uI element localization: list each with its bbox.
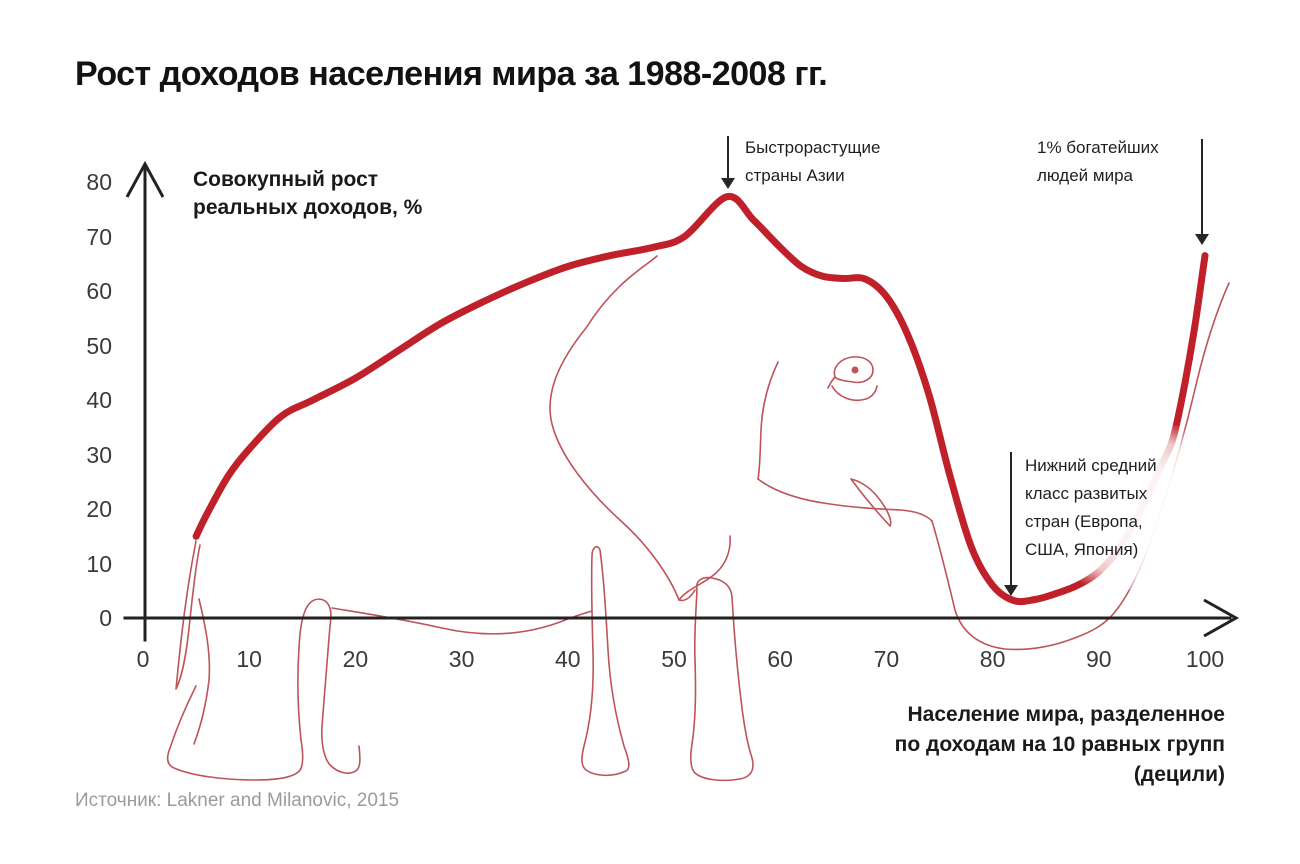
x-tick-label-30: 30 [448,646,475,672]
y-tick-label-40: 40 [86,387,112,413]
x-axis-arrowhead-icon [1203,598,1240,638]
x-tick-label-90: 90 [1086,646,1112,672]
x-axis-caption-line2: по доходам на 10 равных групп [894,733,1225,756]
x-axis-caption: Население мира, разделенное по доходам н… [725,700,1225,790]
annotation-asia-line2: страны Азии [745,166,845,185]
x-tick-label-80: 80 [979,646,1006,672]
axes [123,160,1240,642]
annotation-middle-class: Нижний средний класс развитых стран (Евр… [1025,452,1157,564]
y-tick-label-0: 0 [99,605,112,631]
y-axis-label-line1: Совокупный рост [193,168,379,191]
annotation-asia-line1: Быстрорастущие [745,138,881,157]
x-tick-label-40: 40 [555,646,581,672]
annotation-middle-line2: класс развитых [1025,484,1148,503]
annotation-richest-line2: людей мира [1037,166,1133,185]
y-tick-label-70: 70 [86,223,112,250]
elephant-ear [549,327,731,601]
y-tick-label-20: 20 [86,496,112,522]
x-tick-label-100: 100 [1185,646,1225,672]
elephant-ear-top-line [585,255,658,329]
x-tick-label-50: 50 [661,646,687,672]
x-tick-label-10: 10 [236,646,262,672]
x-axis-caption-line1: Население мира, разделенное [907,703,1225,726]
annotation-middle-line4: США, Япония) [1025,540,1139,559]
y-axis-label-line2: реальных доходов, % [193,196,423,219]
x-tick-label-60: 60 [767,646,793,672]
annotation-asia: Быстрорастущие страны Азии [745,134,880,190]
x-tick-label-20: 20 [342,646,369,672]
annotation-middle-line1: Нижний средний [1025,456,1157,475]
elephant-eye-outline [827,356,874,389]
elephant-hind-leg-near [166,598,304,781]
rich-annotation-arrow-icon [1201,139,1203,236]
source-note: Источник: Lakner and Milanovic, 2015 [75,790,400,811]
x-tick-label-70: 70 [873,646,900,672]
elephant-eye-pupil [851,366,859,374]
elephant-jaw-line [757,478,933,522]
y-tick-label-60: 60 [86,278,112,304]
y-axis-label: Совокупный рост реальных доходов, % [193,166,422,222]
elephant-hind-leg-far [297,598,361,774]
elephant-trunk-line [931,282,1230,651]
elephant-eye-lid [831,385,878,402]
elephant-chest-line [678,589,696,602]
elephant-tail [175,540,201,690]
middle-class-annotation-arrow-icon [1010,452,1012,587]
y-tick-label-10: 10 [86,550,112,577]
x-tick-label-0: 0 [136,646,150,672]
x-axis-caption-line3: (децили) [1133,763,1225,786]
y-tick-label-50: 50 [86,332,112,359]
elephant-face-line [757,361,779,480]
y-tick-label-80: 80 [86,169,112,195]
chart-title: Рост доходов населения мира за 1988-2008… [75,55,828,93]
elephant-belly-line [331,607,593,635]
y-tick-label-30: 30 [86,441,112,468]
annotation-richest: 1% богатейших людей мира [1037,134,1159,190]
asia-annotation-arrow-icon [727,136,729,180]
elephant-front-leg-far [689,576,754,782]
elephant-front-leg-near [581,545,630,777]
annotation-middle-line3: стран (Европа, [1025,512,1143,531]
elephant-tusk [850,478,892,527]
y-axis-arrowhead-icon [125,160,165,198]
annotation-richest-line1: 1% богатейших [1037,138,1159,157]
